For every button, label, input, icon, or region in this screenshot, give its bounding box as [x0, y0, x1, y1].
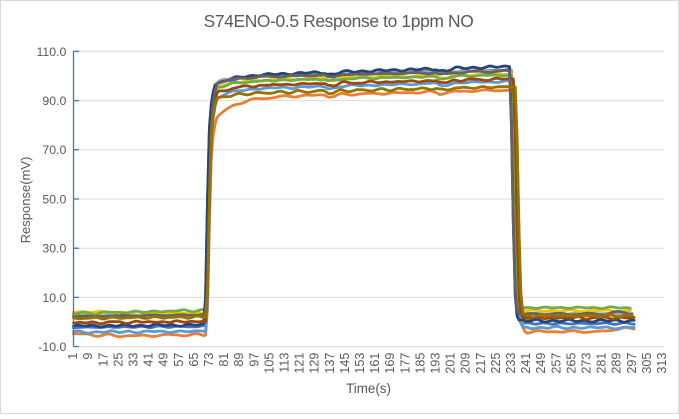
svg-text:137: 137 — [323, 353, 337, 374]
svg-text:81: 81 — [217, 353, 231, 367]
svg-text:297: 297 — [625, 353, 639, 374]
svg-text:30.0: 30.0 — [42, 242, 66, 256]
svg-text:185: 185 — [413, 353, 427, 374]
svg-text:Time(s): Time(s) — [346, 381, 391, 396]
svg-text:209: 209 — [459, 353, 473, 374]
svg-text:193: 193 — [429, 353, 443, 374]
svg-text:50.0: 50.0 — [42, 192, 66, 206]
svg-text:233: 233 — [504, 353, 518, 374]
svg-text:217: 217 — [474, 353, 488, 374]
svg-text:153: 153 — [353, 353, 367, 374]
svg-text:121: 121 — [293, 353, 307, 374]
svg-text:225: 225 — [489, 353, 503, 374]
svg-text:49: 49 — [157, 353, 171, 367]
svg-text:241: 241 — [519, 353, 533, 374]
svg-text:Response(mV): Response(mV) — [18, 157, 33, 244]
svg-text:33: 33 — [127, 353, 141, 367]
svg-text:110.0: 110.0 — [36, 45, 66, 59]
svg-text:305: 305 — [640, 353, 654, 374]
svg-text:113: 113 — [278, 353, 292, 373]
svg-text:9: 9 — [81, 353, 95, 360]
svg-text:25: 25 — [111, 353, 125, 367]
svg-text:289: 289 — [610, 353, 624, 374]
svg-text:70.0: 70.0 — [42, 143, 66, 157]
svg-text:10.0: 10.0 — [42, 291, 66, 305]
svg-text:90.0: 90.0 — [42, 94, 66, 108]
svg-text:145: 145 — [338, 353, 352, 374]
svg-text:129: 129 — [308, 353, 322, 374]
svg-text:177: 177 — [398, 353, 412, 374]
svg-text:57: 57 — [172, 353, 186, 367]
svg-text:257: 257 — [549, 353, 563, 374]
svg-text:17: 17 — [96, 353, 110, 367]
svg-text:89: 89 — [232, 353, 246, 367]
svg-text:-10.0: -10.0 — [38, 340, 66, 354]
svg-text:161: 161 — [368, 353, 382, 374]
svg-text:313: 313 — [655, 353, 669, 374]
svg-text:265: 265 — [564, 353, 578, 374]
svg-text:S74ENO-0.5 Response to 1ppm NO: S74ENO-0.5 Response to 1ppm NO — [204, 11, 474, 31]
svg-text:41: 41 — [142, 353, 156, 367]
svg-text:281: 281 — [595, 353, 609, 374]
svg-text:1: 1 — [66, 353, 80, 360]
svg-text:201: 201 — [444, 353, 458, 374]
svg-text:97: 97 — [247, 353, 261, 367]
svg-text:169: 169 — [383, 353, 397, 374]
svg-text:249: 249 — [534, 353, 548, 374]
svg-text:273: 273 — [580, 353, 594, 374]
svg-text:65: 65 — [187, 353, 201, 367]
svg-text:105: 105 — [262, 353, 276, 374]
svg-text:73: 73 — [202, 353, 216, 367]
